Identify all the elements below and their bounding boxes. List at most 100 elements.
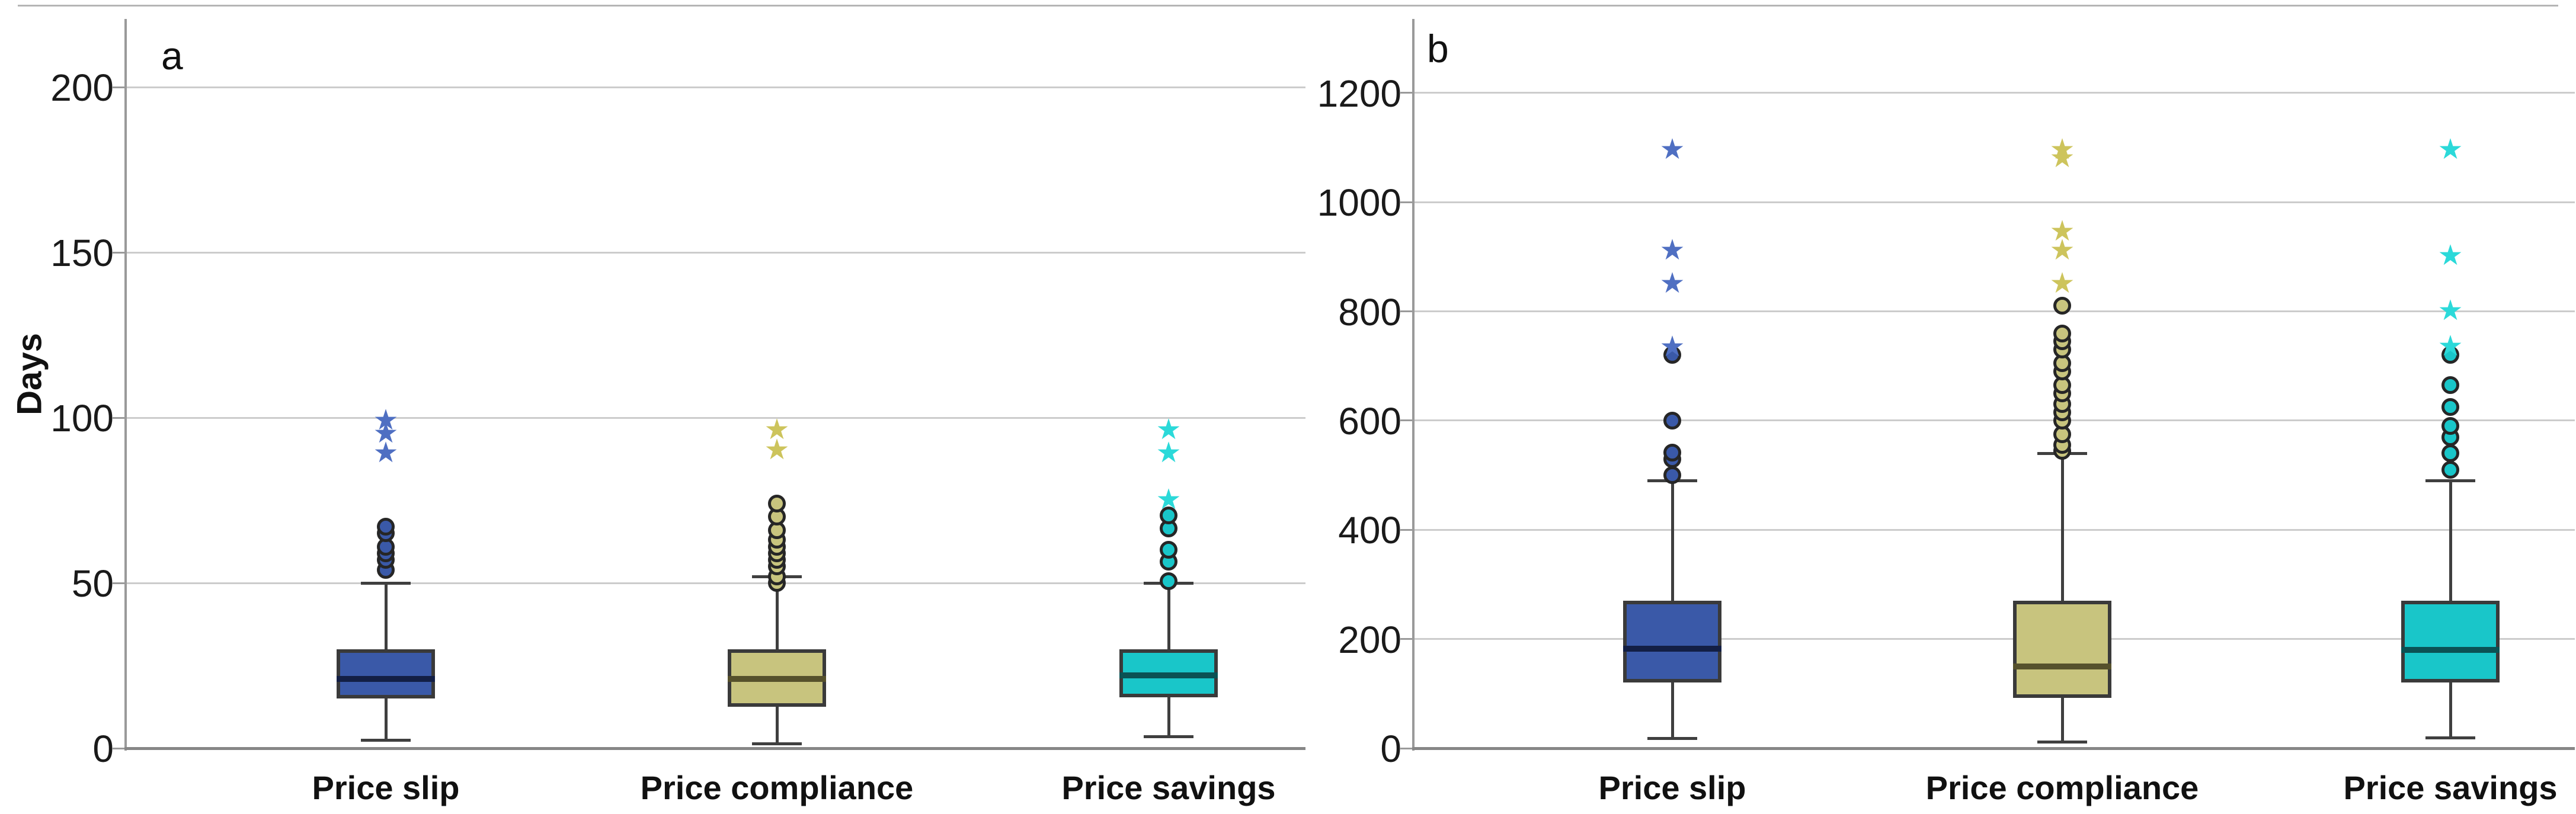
outlier-circle [2441, 346, 2459, 364]
y-axis-tick [113, 747, 126, 749]
gridline [1413, 310, 2575, 313]
y-axis-tick [1400, 92, 1413, 94]
outlier-star: ★ [1156, 436, 1182, 470]
outlier-circle [1160, 506, 1177, 524]
outlier-star: ★ [764, 432, 790, 466]
y-tick-label: 50 [71, 562, 114, 605]
outlier-circle [768, 495, 786, 513]
y-tick-label: 100 [50, 397, 114, 440]
y-tick-label: 1200 [1317, 72, 1401, 115]
y-tick-label: 150 [50, 232, 114, 274]
y-axis-tick [1400, 747, 1413, 749]
category-label: Price compliance [640, 769, 914, 806]
gridline [126, 251, 1305, 254]
whisker-cap-lower [2425, 736, 2475, 739]
outlier-star: ★ [2049, 140, 2075, 174]
outlier-circle [1663, 466, 1681, 485]
x-axis-line [124, 747, 1305, 750]
box-plot-box [2401, 601, 2500, 683]
y-axis-line [124, 19, 127, 751]
outlier-circle [1160, 541, 1177, 559]
outlier-star: ★ [373, 403, 399, 437]
y-axis-tick [1400, 528, 1413, 531]
gridline [1413, 201, 2575, 203]
y-tick-label: 200 [50, 66, 114, 109]
outlier-circle [377, 518, 395, 536]
outlier-star: ★ [2437, 293, 2463, 327]
panel-label: b [1427, 27, 1449, 70]
median-line [2013, 663, 2111, 669]
y-axis-tick [1400, 419, 1413, 422]
outlier-star: ★ [2049, 132, 2075, 166]
outlier-star: ★ [2437, 132, 2463, 166]
y-axis-tick [113, 582, 126, 584]
outlier-star: ★ [764, 413, 790, 447]
median-line [337, 675, 435, 682]
outlier-star: ★ [1156, 413, 1182, 447]
outlier-circle [2441, 460, 2459, 479]
whisker-cap-lower [1144, 735, 1193, 739]
y-tick-label: 600 [1338, 399, 1401, 443]
gridline [1413, 638, 2575, 640]
whisker-cap-lower [752, 742, 802, 745]
whisker-cap-upper [2425, 479, 2475, 483]
category-label: Price savings [1061, 769, 1276, 806]
y-tick-label: 1000 [1317, 181, 1401, 225]
outlier-star: ★ [373, 416, 399, 450]
gridline [1413, 419, 2575, 422]
panel-label: a [161, 34, 183, 78]
y-axis-line [1412, 19, 1415, 751]
outlier-star: ★ [1659, 330, 1685, 364]
y-tick-label: 400 [1338, 509, 1401, 552]
y-tick-label: 0 [1380, 728, 1401, 770]
median-line [1119, 672, 1218, 679]
outlier-circle [2053, 324, 2071, 342]
category-label: Price slip [1598, 769, 1746, 806]
outlier-star: ★ [2049, 266, 2075, 300]
y-axis-tick [113, 251, 126, 254]
outlier-circle [2441, 398, 2459, 416]
category-label: Price compliance [1925, 769, 2199, 806]
gridline [126, 582, 1305, 584]
outlier-star: ★ [373, 436, 399, 470]
whisker-cap-lower [361, 739, 411, 742]
y-tick-label: 800 [1338, 290, 1401, 334]
gridline [1413, 92, 2575, 94]
outlier-circle [2441, 376, 2459, 395]
category-label: Price savings [2343, 769, 2558, 806]
outlier-circle [1663, 411, 1681, 430]
outlier-star: ★ [1659, 132, 1685, 166]
figure-top-border [18, 5, 2558, 7]
outlier-circle [1663, 444, 1681, 462]
outlier-star: ★ [1659, 233, 1685, 267]
median-line [1623, 646, 1721, 652]
y-axis-tick [1400, 638, 1413, 640]
y-tick-label: 0 [92, 728, 114, 770]
outlier-circle [2441, 417, 2459, 435]
outlier-circle [2441, 444, 2459, 463]
category-label: Price slip [312, 769, 460, 806]
gridline [1413, 528, 2575, 531]
gridline [126, 416, 1305, 419]
median-line [728, 675, 826, 682]
median-line [2401, 647, 2500, 653]
outlier-circle [1663, 346, 1681, 364]
outlier-star: ★ [2049, 214, 2075, 248]
y-axis-tick [1400, 310, 1413, 313]
y-tick-label: 200 [1338, 618, 1401, 661]
box-plot-box [1623, 601, 1721, 683]
outlier-circle [2053, 297, 2071, 315]
outlier-star: ★ [1156, 482, 1182, 516]
box-plot-box [2013, 601, 2111, 698]
outlier-star: ★ [2049, 233, 2075, 267]
whisker-cap-lower [2037, 740, 2087, 744]
whisker-cap-lower [1647, 737, 1697, 741]
y-axis-tick [1400, 201, 1413, 203]
outlier-circle [1160, 572, 1177, 591]
y-axis-tick [113, 416, 126, 419]
outlier-star: ★ [2437, 329, 2463, 363]
whisker-cap-upper [361, 582, 411, 585]
gridline [126, 86, 1305, 88]
outlier-star: ★ [1659, 266, 1685, 300]
